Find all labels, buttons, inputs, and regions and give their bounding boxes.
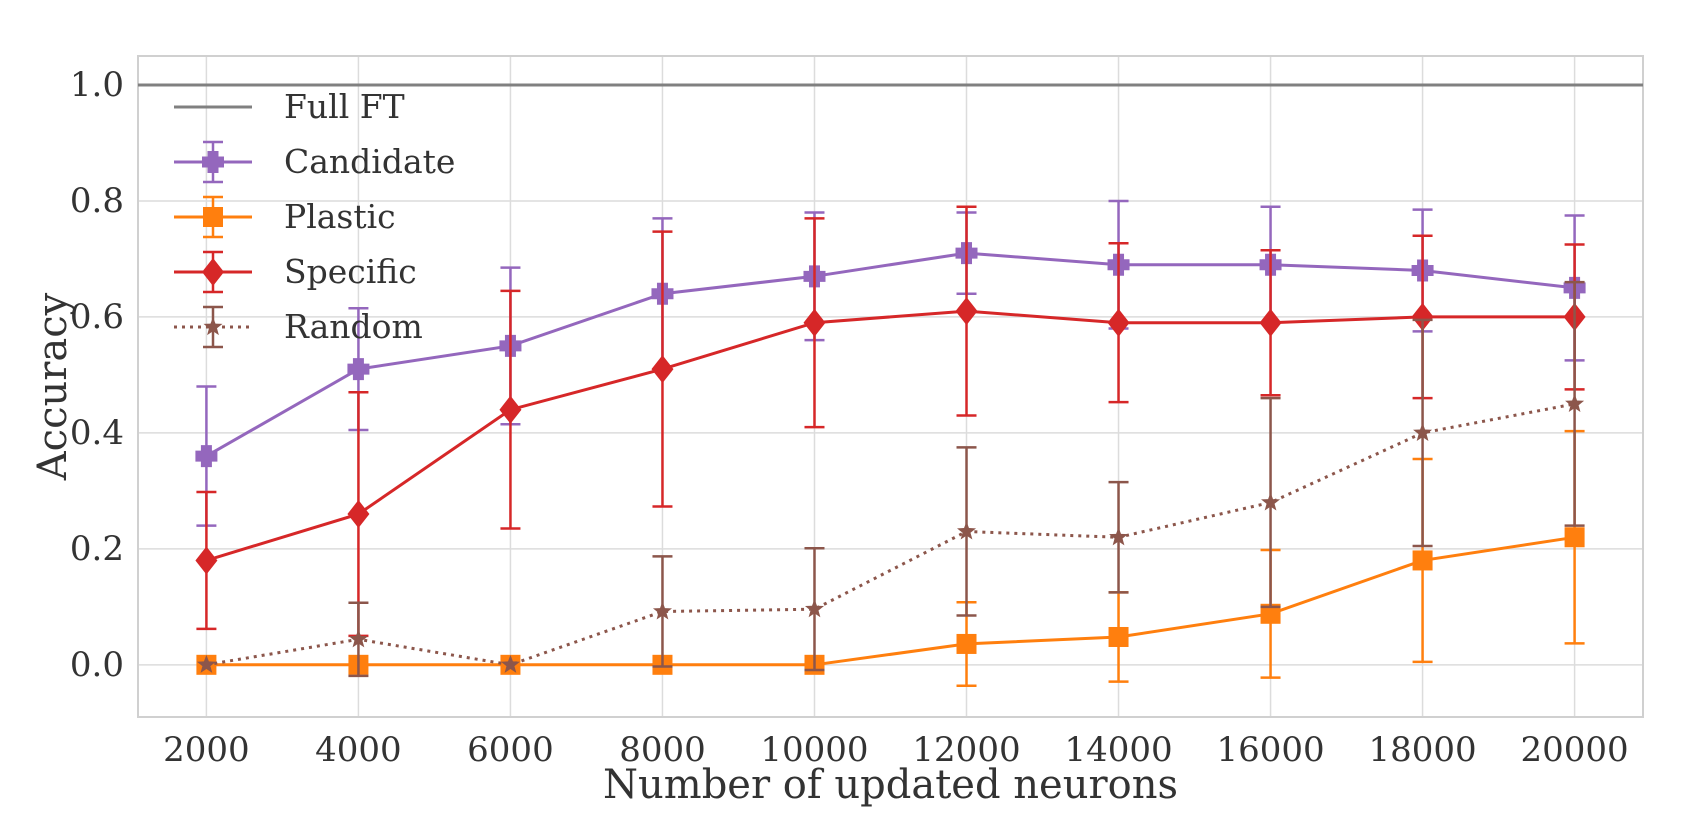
candidate-series xyxy=(195,199,1586,527)
legend: Full FT Candidate Plastic Specific Random xyxy=(174,87,455,349)
specific-line xyxy=(205,309,1575,562)
y-tick-label: 0.0 xyxy=(70,645,124,685)
specific-point xyxy=(651,355,674,384)
legend-label: Candidate xyxy=(284,142,455,181)
specific-point xyxy=(955,297,978,326)
x-tick-label: 6000 xyxy=(467,730,554,770)
y-tick-label: 0.8 xyxy=(70,181,124,221)
random-point xyxy=(1261,492,1281,511)
y-tick-label: 0.2 xyxy=(70,529,124,569)
y-axis-label: Accuracy xyxy=(30,292,76,481)
legend-item-random: Random xyxy=(174,305,423,349)
plastic-point xyxy=(1564,527,1585,548)
candidate-point xyxy=(195,445,218,468)
plastic-point xyxy=(1260,603,1281,624)
specific-point xyxy=(803,308,826,337)
legend-item-full-ft: Full FT xyxy=(174,87,405,126)
x-tick-label: 12000 xyxy=(912,730,1020,770)
legend-item-specific: Specific xyxy=(174,250,417,294)
tick-labels: 2000 4000 6000 8000 10000 12000 14000 16000 1800… xyxy=(70,65,1629,770)
specific-point xyxy=(195,546,218,575)
x-tick-label: 18000 xyxy=(1368,730,1476,770)
random-point xyxy=(1565,393,1585,412)
x-tick-label: 10000 xyxy=(760,730,868,770)
legend-item-plastic: Plastic xyxy=(174,195,396,239)
x-tick-label: 20000 xyxy=(1521,730,1629,770)
x-axis-label: Number of updated neurons xyxy=(603,762,1178,808)
x-tick-label: 14000 xyxy=(1064,730,1172,770)
random-point xyxy=(500,654,520,673)
x-tick-label: 16000 xyxy=(1216,730,1324,770)
legend-marker xyxy=(202,258,224,286)
legend-label: Full FT xyxy=(284,87,405,126)
random-point xyxy=(804,599,824,618)
plastic-point xyxy=(1108,626,1129,647)
legend-marker xyxy=(202,151,224,173)
x-tick-label: 4000 xyxy=(315,730,402,770)
candidate-point xyxy=(347,358,370,381)
specific-point xyxy=(347,500,370,529)
random-point xyxy=(652,601,672,620)
plot-area-frame xyxy=(137,55,1644,718)
candidate-line xyxy=(205,251,1575,458)
legend-item-candidate: Candidate xyxy=(174,140,455,184)
specific-point xyxy=(499,395,522,424)
random-line xyxy=(206,402,1575,667)
specific-point xyxy=(1107,308,1130,337)
random-series xyxy=(196,280,1585,678)
random-point xyxy=(196,654,216,673)
plastic-point xyxy=(1412,550,1433,571)
specific-point xyxy=(1411,302,1434,331)
plastic-point xyxy=(956,633,977,654)
random-point xyxy=(1413,422,1433,441)
series-layer xyxy=(195,199,1586,687)
random-point xyxy=(348,629,368,648)
x-tick-label: 8000 xyxy=(619,730,706,770)
plastic-line xyxy=(206,535,1575,667)
legend-label: Plastic xyxy=(284,197,396,236)
legend-label: Random xyxy=(284,307,423,346)
legend-label: Specific xyxy=(284,252,417,291)
y-tick-label: 0.6 xyxy=(70,297,124,337)
specific-point xyxy=(1259,308,1282,337)
y-tick-label: 0.4 xyxy=(70,413,124,453)
y-tick-label: 1.0 xyxy=(70,65,124,105)
specific-series xyxy=(195,205,1586,638)
legend-marker xyxy=(203,207,223,227)
random-point xyxy=(1109,527,1129,546)
legend-marker xyxy=(203,317,223,336)
x-tick-label: 2000 xyxy=(163,730,250,770)
random-point xyxy=(957,521,977,540)
